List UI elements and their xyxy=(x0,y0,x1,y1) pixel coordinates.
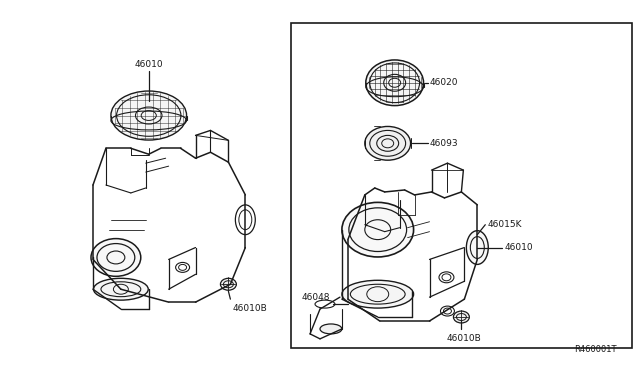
Text: 46048: 46048 xyxy=(301,293,330,302)
Text: 46010: 46010 xyxy=(134,60,163,69)
Ellipse shape xyxy=(320,324,342,334)
Ellipse shape xyxy=(342,202,413,257)
Ellipse shape xyxy=(220,278,236,290)
Ellipse shape xyxy=(453,311,469,323)
Ellipse shape xyxy=(365,126,411,160)
Ellipse shape xyxy=(467,231,488,264)
Ellipse shape xyxy=(366,60,424,106)
Ellipse shape xyxy=(93,278,148,300)
Text: 46010: 46010 xyxy=(504,243,533,252)
Text: 46015K: 46015K xyxy=(487,220,522,229)
Ellipse shape xyxy=(111,91,187,140)
Text: 46020: 46020 xyxy=(429,78,458,87)
Text: 46010B: 46010B xyxy=(447,334,482,343)
Text: R460001T: R460001T xyxy=(574,345,617,354)
Text: 46010B: 46010B xyxy=(232,304,267,313)
Text: 46093: 46093 xyxy=(429,139,458,148)
Ellipse shape xyxy=(91,238,141,276)
Bar xyxy=(291,23,632,348)
Ellipse shape xyxy=(342,280,413,308)
